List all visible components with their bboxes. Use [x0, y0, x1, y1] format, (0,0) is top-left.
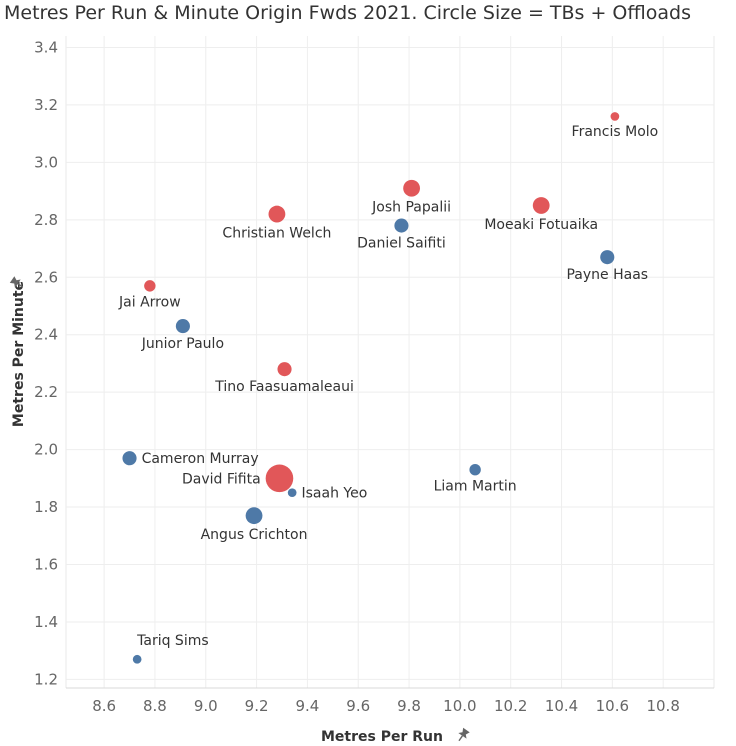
point-label: Cameron Murray	[142, 451, 259, 467]
point-label: Junior Paulo	[141, 336, 224, 352]
grid-lines	[65, 36, 715, 688]
pin-icon-head	[458, 727, 470, 739]
y-tick-label: 1.6	[34, 555, 58, 573]
y-tick-label: 3.2	[34, 96, 58, 114]
data-point[interactable]	[268, 205, 286, 223]
data-point[interactable]	[394, 218, 409, 233]
data-point[interactable]	[403, 179, 420, 197]
pin-icon-head	[9, 276, 21, 288]
point-label: David Fifita	[182, 471, 261, 487]
data-point[interactable]	[600, 250, 615, 265]
pin-icon-needle	[17, 283, 24, 288]
x-tick-label: 9.8	[397, 697, 421, 715]
data-point[interactable]	[265, 464, 294, 493]
data-point[interactable]	[610, 112, 620, 121]
data-point[interactable]	[245, 507, 263, 525]
pin-icon[interactable]	[9, 275, 25, 291]
x-axis-ticks: 8.6 8.8 9.0 9.2 9.4 9.6 9.8 10.0 10.2 10.4 10.6 10.…	[92, 697, 680, 715]
y-axis-title: Metres Per Minute	[11, 281, 27, 427]
point-label: Isaah Yeo	[302, 486, 368, 502]
point-label: Josh Papalii	[371, 200, 451, 216]
x-tick-label: 9.6	[346, 697, 370, 715]
y-tick-label: 2.4	[34, 326, 58, 344]
point-label: Tino Faasuamaleaui	[214, 379, 354, 395]
y-tick-label: 1.2	[34, 670, 58, 688]
point-label: Payne Haas	[566, 267, 648, 283]
point-label: Angus Crichton	[201, 527, 308, 543]
pin-icon-needle	[458, 735, 463, 742]
x-axis-title: Metres Per Run	[321, 729, 443, 745]
data-point[interactable]	[122, 451, 137, 466]
x-tick-label: 10.8	[646, 697, 679, 715]
chart-title: Metres Per Run & Minute Origin Fwds 2021…	[4, 2, 691, 24]
data-point[interactable]	[175, 319, 190, 334]
x-tick-label: 9.2	[245, 697, 269, 715]
x-tick-label: 9.0	[194, 697, 218, 715]
point-label: Moeaki Fotuaika	[484, 217, 598, 233]
y-tick-label: 3.0	[34, 153, 58, 171]
point-label: Francis Molo	[572, 124, 659, 140]
y-tick-label: 1.4	[34, 613, 58, 631]
data-point[interactable]	[287, 488, 297, 498]
point-labels: Francis Molo Josh Papalii Moeaki Fotuaika C…	[118, 124, 658, 649]
y-tick-label: 3.4	[34, 38, 58, 56]
data-point[interactable]	[469, 464, 481, 476]
pin-icon[interactable]	[455, 727, 471, 743]
point-label: Christian Welch	[222, 225, 331, 241]
y-tick-label: 2.6	[34, 268, 58, 286]
x-tick-label: 10.4	[545, 697, 578, 715]
y-tick-label: 2.0	[34, 441, 58, 459]
x-tick-label: 10.2	[494, 697, 527, 715]
y-tick-label: 2.2	[34, 383, 58, 401]
x-tick-label: 8.6	[92, 697, 116, 715]
data-point[interactable]	[277, 362, 292, 377]
data-point[interactable]	[532, 197, 550, 214]
data-points	[122, 112, 620, 664]
y-tick-label: 2.8	[34, 211, 58, 229]
x-tick-label: 10.6	[596, 697, 629, 715]
point-label: Jai Arrow	[118, 295, 181, 311]
point-label: Liam Martin	[434, 478, 517, 494]
point-label: Tariq Sims	[136, 633, 209, 649]
x-tick-label: 8.8	[143, 697, 167, 715]
data-point[interactable]	[144, 280, 156, 292]
point-label: Daniel Saifiti	[357, 236, 446, 252]
x-tick-label: 10.0	[443, 697, 476, 715]
y-axis-ticks: 1.2 1.4 1.6 1.8 2.0 2.2 2.4 2.6 2.8 3.0 3.2 3.4	[34, 38, 58, 688]
x-tick-label: 9.4	[295, 697, 319, 715]
y-tick-label: 1.8	[34, 498, 58, 516]
data-point[interactable]	[132, 654, 142, 664]
